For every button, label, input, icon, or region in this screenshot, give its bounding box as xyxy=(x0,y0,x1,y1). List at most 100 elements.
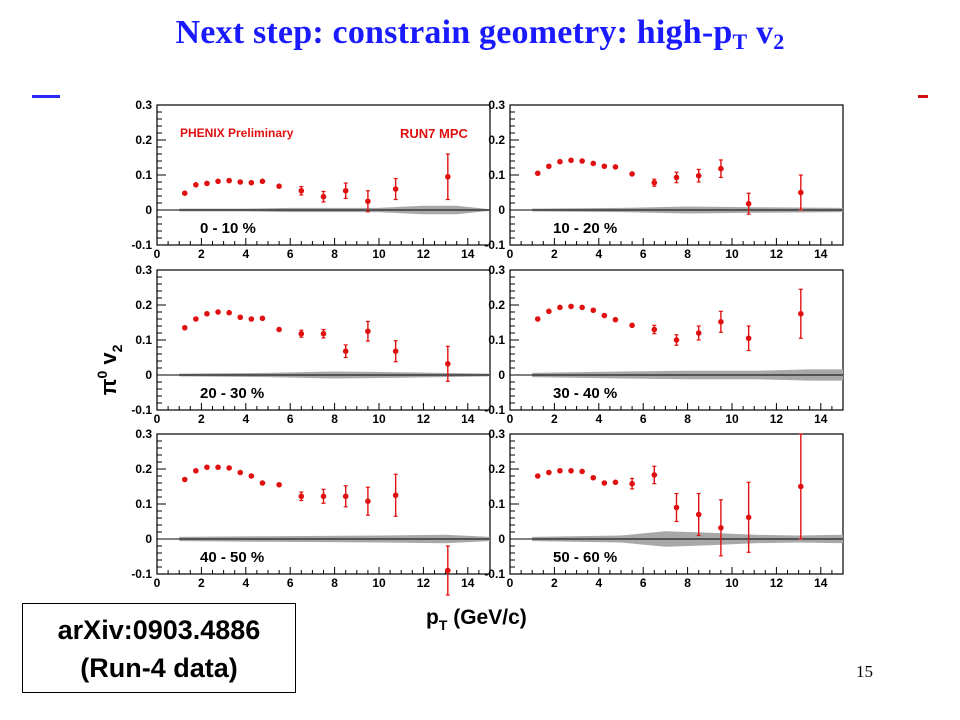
data-point xyxy=(365,198,371,205)
x-tick-label: 4 xyxy=(242,576,249,590)
y-tick-label: 0.2 xyxy=(488,133,505,147)
x-tick-label: 8 xyxy=(331,247,338,261)
x-tick-label: 12 xyxy=(417,412,431,426)
data-point xyxy=(534,473,541,479)
centrality-label: 40 - 50 % xyxy=(200,549,264,566)
page-number: 15 xyxy=(856,662,873,681)
data-point xyxy=(204,464,210,471)
y-tick-label: 0.1 xyxy=(135,168,152,182)
data-point xyxy=(601,312,608,319)
x-tick-label: 14 xyxy=(461,412,475,426)
y-tick-label: 0.3 xyxy=(135,263,152,277)
reference-box: arXiv:0903.4886 (Run-4 data) xyxy=(22,603,296,693)
y-tick-label: 0.3 xyxy=(488,98,505,112)
data-point xyxy=(298,330,305,337)
data-point xyxy=(629,322,635,329)
x-tick-label: 2 xyxy=(198,412,205,426)
data-point xyxy=(181,476,188,483)
data-point xyxy=(320,330,327,337)
y-tick-label: 0.1 xyxy=(488,333,505,347)
x-tick-label: 2 xyxy=(551,576,558,590)
reference-arxiv: arXiv:0903.4886 xyxy=(57,615,261,645)
data-point xyxy=(226,177,232,184)
y-tick-label: -0.1 xyxy=(131,238,152,252)
data-point xyxy=(557,467,563,474)
x-tick-label: 8 xyxy=(684,412,691,426)
data-point xyxy=(342,187,349,194)
y-tick-label: 0 xyxy=(498,368,505,382)
data-point xyxy=(579,158,585,164)
data-point xyxy=(320,193,327,200)
data-point xyxy=(651,326,658,333)
data-point xyxy=(248,316,255,322)
y-tick-label: 0 xyxy=(145,532,152,546)
data-point xyxy=(259,178,266,185)
data-point xyxy=(534,316,541,322)
centrality-label: 50 - 60 % xyxy=(553,549,617,566)
data-point xyxy=(568,157,574,164)
data-point xyxy=(276,481,282,488)
data-point xyxy=(568,303,574,310)
y-tick-label: 0.2 xyxy=(488,462,505,476)
data-point xyxy=(181,190,188,196)
x-tick-label: 4 xyxy=(242,412,249,426)
data-point xyxy=(392,348,399,355)
data-point xyxy=(237,314,244,321)
data-point xyxy=(629,480,635,487)
data-point xyxy=(673,337,680,343)
centrality-label: 30 - 40 % xyxy=(553,385,617,402)
panel-5: 0 2 4 6 8 10 12 14-0.100.10.20.340 - 50 % xyxy=(131,427,491,596)
x-tick-label: 0 xyxy=(154,412,161,426)
data-point xyxy=(579,304,585,311)
data-point xyxy=(392,186,399,192)
data-point xyxy=(557,158,563,165)
y-tick-label: 0 xyxy=(145,203,152,217)
x-tick-label: 2 xyxy=(551,412,558,426)
panel-frame xyxy=(156,104,491,246)
y-tick-label: -0.1 xyxy=(484,567,505,581)
x-tick-label: 10 xyxy=(725,576,739,590)
y-tick-label: 0.3 xyxy=(135,98,152,112)
data-point xyxy=(215,464,221,471)
data-point xyxy=(546,163,552,170)
x-tick-label: 10 xyxy=(372,247,386,261)
x-tick-label: 0 xyxy=(507,576,514,590)
x-tick-label: 4 xyxy=(242,247,249,261)
data-point xyxy=(248,179,255,186)
data-point xyxy=(695,330,702,336)
panel-2: 0 2 4 6 8 10 12 14-0.100.10.20.310 - 20 % xyxy=(484,98,844,261)
data-point xyxy=(601,480,608,486)
y-tick-label: 0 xyxy=(145,368,152,382)
data-point xyxy=(590,307,597,314)
y-tick-label: 0.1 xyxy=(135,497,152,511)
data-point xyxy=(745,514,752,521)
x-tick-label: 0 xyxy=(154,247,161,261)
data-point xyxy=(248,473,255,479)
x-tick-label: 12 xyxy=(770,412,784,426)
data-point xyxy=(745,200,752,207)
title-end: v xyxy=(747,14,774,51)
reference-note: (Run-4 data) xyxy=(80,653,238,683)
data-point xyxy=(204,180,210,187)
data-point xyxy=(259,315,266,322)
data-point xyxy=(590,160,597,167)
x-tick-label: 6 xyxy=(287,576,294,590)
y-tick-label: -0.1 xyxy=(131,403,152,417)
x-tick-label: 10 xyxy=(372,412,386,426)
data-point xyxy=(445,173,451,180)
data-point xyxy=(226,465,232,471)
data-point xyxy=(534,170,541,177)
data-point xyxy=(718,319,724,325)
data-point xyxy=(215,178,221,185)
data-point xyxy=(695,511,702,518)
y-tick-label: -0.1 xyxy=(484,238,505,252)
data-point xyxy=(320,493,327,500)
x-tick-label: 8 xyxy=(331,576,338,590)
x-tick-label: 0 xyxy=(507,412,514,426)
y-tick-label: 0.3 xyxy=(488,263,505,277)
data-point xyxy=(601,163,608,170)
x-tick-label: 6 xyxy=(287,412,294,426)
y-tick-label: 0.2 xyxy=(135,298,152,312)
y-tick-label: 0.2 xyxy=(135,462,152,476)
y-tick-label: 0.3 xyxy=(488,427,505,441)
